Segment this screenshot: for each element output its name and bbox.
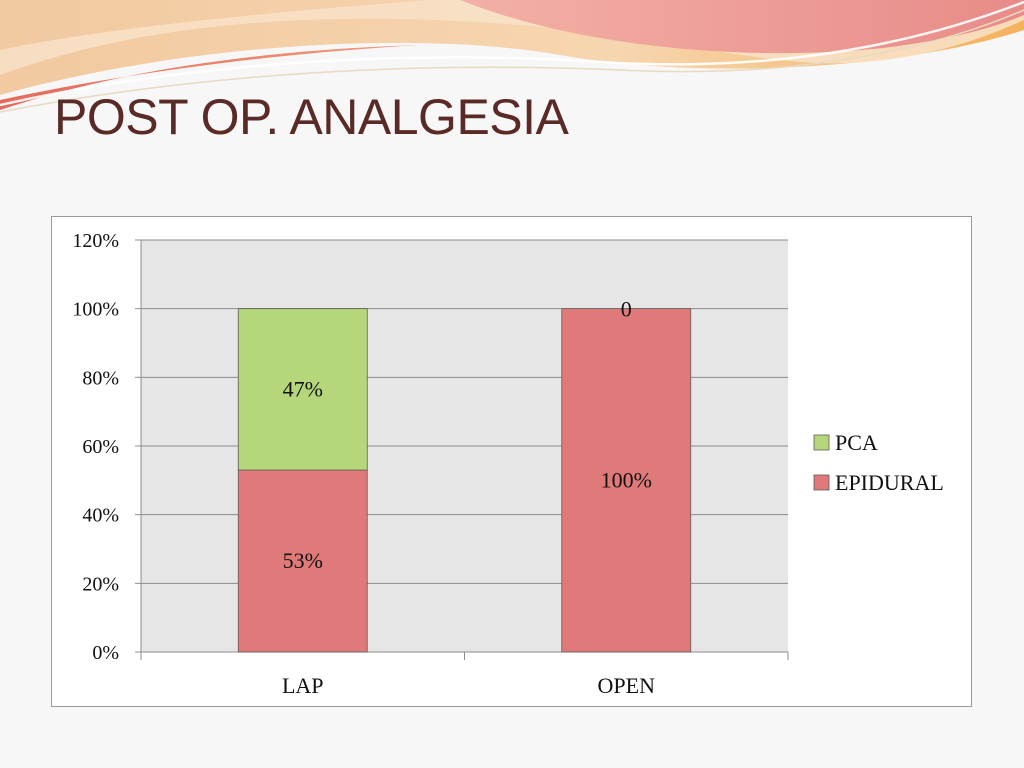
category-label: LAP bbox=[282, 673, 324, 698]
chart-container: 0% 20% 40% 60% 80% 100% 120% 53% 47% LAP 100% 0 OPEN… bbox=[51, 216, 972, 707]
bar-pca-lap bbox=[237, 308, 368, 471]
data-label-pca-open: 0 bbox=[621, 297, 632, 322]
slide-title: POST OP. ANALGESIA bbox=[54, 89, 569, 145]
y-tick-label: 120% bbox=[72, 230, 119, 252]
y-tick-label: 80% bbox=[82, 367, 119, 389]
y-tick-label: 20% bbox=[82, 573, 119, 595]
stacked-bar-chart: 0% 20% 40% 60% 80% 100% 120% 53% 47% LAP 100% 0 OPEN… bbox=[72, 230, 944, 698]
data-label-epidural-open: 100% bbox=[601, 467, 652, 492]
y-tick-label: 60% bbox=[82, 436, 119, 458]
data-label-epidural-lap: 53% bbox=[283, 548, 323, 573]
bar-epidural-lap bbox=[237, 469, 368, 653]
bar-epidural-open bbox=[561, 308, 692, 653]
decorative-banner bbox=[0, 0, 1024, 113]
data-label-pca-lap: 47% bbox=[283, 376, 323, 401]
legend-swatch-epidural bbox=[813, 474, 830, 491]
y-tick-label: 40% bbox=[82, 505, 119, 527]
y-tick-label: 0% bbox=[92, 642, 119, 664]
legend-label-epidural: EPIDURAL bbox=[835, 470, 944, 495]
legend-swatch-pca bbox=[813, 434, 830, 451]
y-tick-label: 100% bbox=[72, 299, 119, 321]
legend-label-pca: PCA bbox=[835, 430, 878, 455]
category-label: OPEN bbox=[598, 673, 656, 698]
